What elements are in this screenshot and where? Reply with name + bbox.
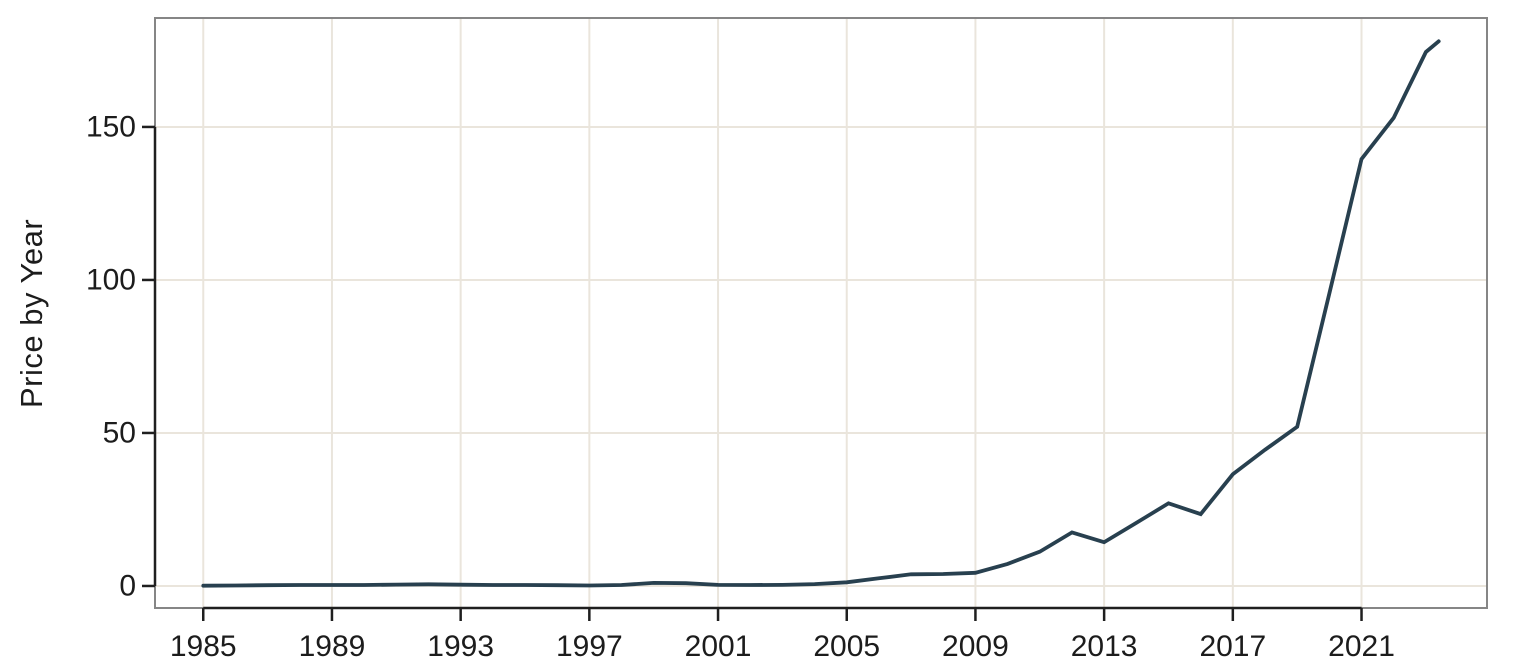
x-tick-label: 2017 [1199,630,1266,663]
y-tick-label: 150 [86,110,136,143]
x-tick-label: 2009 [942,630,1009,663]
x-tick-label: 2021 [1328,630,1395,663]
y-tick-label: 50 [103,416,136,449]
y-tick-label: 0 [119,569,136,602]
y-tick-label: 100 [86,263,136,296]
panel-border [154,17,1488,609]
x-tick-label: 1997 [556,630,623,663]
x-tick-label: 2001 [685,630,752,663]
x-tick-label: 2005 [813,630,880,663]
x-tick-label: 1989 [299,630,366,663]
x-tick-label: 2013 [1071,630,1138,663]
price-series-line [201,39,1441,588]
x-tick-label: 1985 [170,630,237,663]
x-tick-label: 1993 [427,630,494,663]
